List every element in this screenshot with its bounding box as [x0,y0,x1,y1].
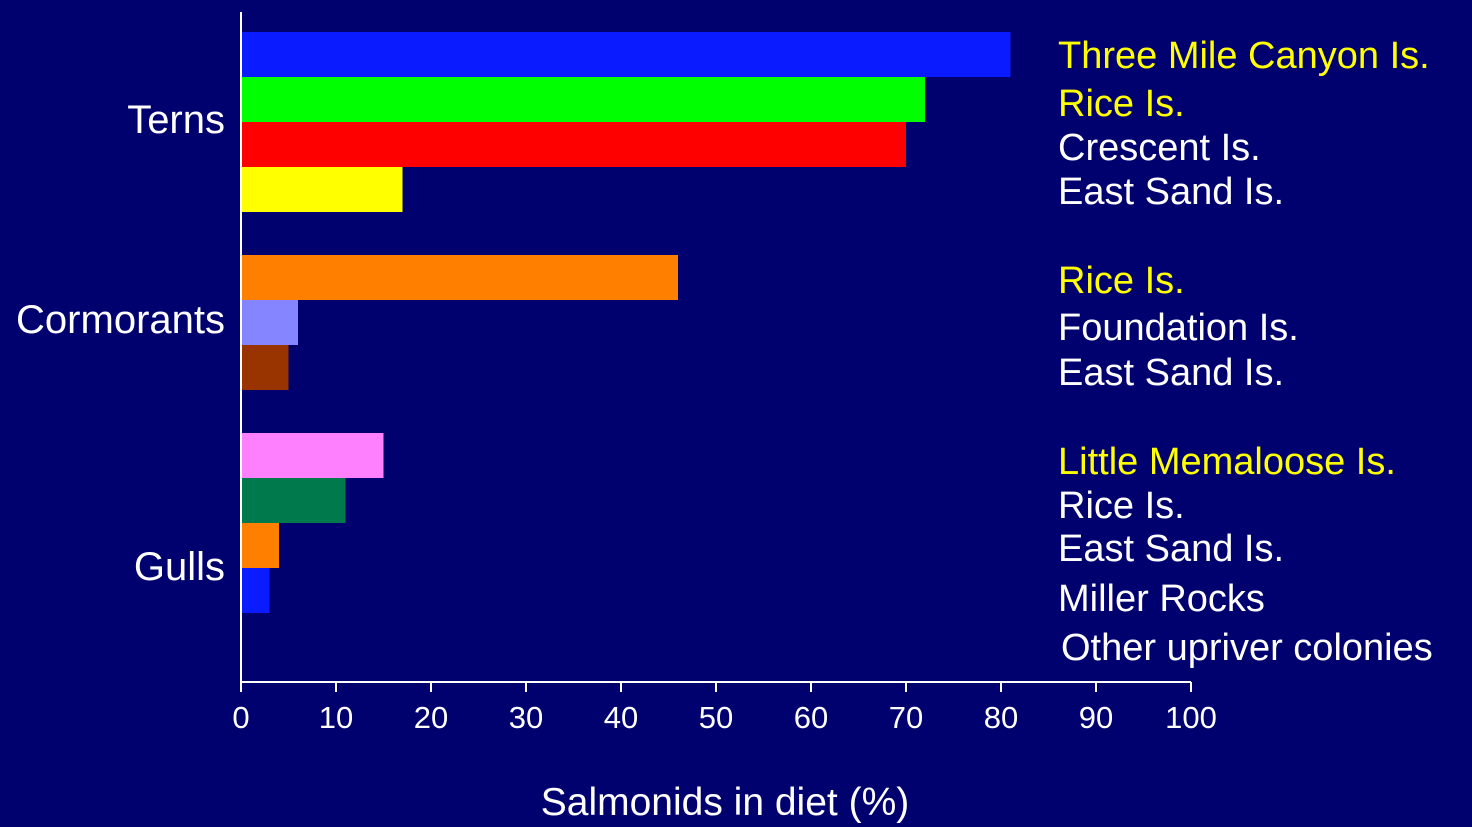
colony-label-gulls-2: East Sand Is. [1058,528,1284,570]
x-tick-label-70: 70 [889,700,923,735]
x-ticks-layer: 0 10 20 30 40 50 60 70 80 90 100 [232,682,1217,735]
bar-gulls-1 [241,478,346,523]
colony-label-terns-0: Three Mile Canyon Is. [1058,35,1430,77]
x-tick-label-20: 20 [414,700,448,735]
x-tick-label-40: 40 [604,700,638,735]
colony-label-gulls-4: Other upriver colonies [1061,627,1433,669]
bar-terns-1 [241,77,925,122]
x-tick-label-80: 80 [984,700,1018,735]
colony-label-terns-3: East Sand Is. [1058,171,1284,213]
colony-label-gulls-1: Rice Is. [1058,485,1185,527]
x-tick-label-90: 90 [1079,700,1113,735]
group-label-cormorants: Cormorants [16,298,225,342]
bar-cormorants-2 [241,345,289,390]
bar-gulls-0 [241,433,384,478]
group-labels-layer: Terns Cormorants Gulls [16,98,225,589]
x-tick-label-50: 50 [699,700,733,735]
group-label-gulls: Gulls [134,545,225,589]
bar-cormorants-1 [241,300,298,345]
colony-label-cormorants-0: Rice Is. [1058,260,1185,302]
x-tick-label-0: 0 [232,700,249,735]
bar-terns-2 [241,122,906,167]
x-tick-label-30: 30 [509,700,543,735]
bar-terns-0 [241,32,1011,77]
colony-label-terns-1: Rice Is. [1058,83,1185,125]
colony-labels-layer: Three Mile Canyon Is.Rice Is.Crescent Is… [1058,35,1433,669]
colony-label-gulls-0: Little Memaloose Is. [1058,441,1396,483]
x-tick-label-100: 100 [1165,700,1217,735]
colony-label-terns-2: Crescent Is. [1058,127,1261,169]
group-label-terns: Terns [127,98,225,142]
bar-gulls-3 [241,568,270,613]
x-axis-title: Salmonids in diet (%) [541,781,909,824]
colony-label-cormorants-1: Foundation Is. [1058,307,1299,349]
bar-terns-3 [241,167,403,212]
colony-label-gulls-3: Miller Rocks [1058,578,1265,620]
x-tick-label-10: 10 [319,700,353,735]
bar-cormorants-0 [241,255,678,300]
bars-layer [241,32,1011,613]
bar-gulls-2 [241,523,279,568]
x-tick-label-60: 60 [794,700,828,735]
colony-label-cormorants-2: East Sand Is. [1058,352,1284,394]
